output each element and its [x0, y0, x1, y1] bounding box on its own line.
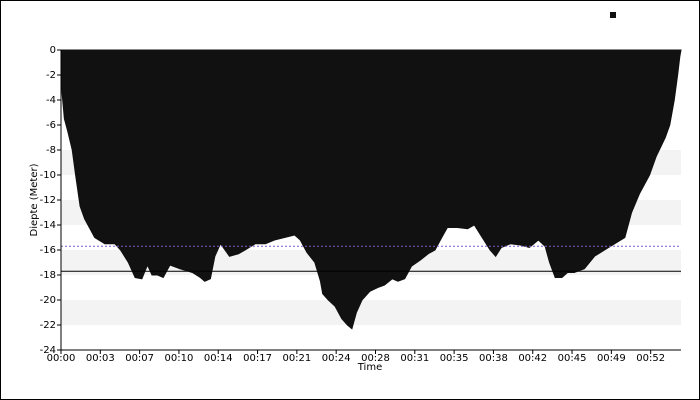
- x-tick-label: 00:00: [47, 353, 76, 364]
- x-tick-label: 00:10: [165, 353, 194, 364]
- y-tick-label: -12: [40, 195, 56, 206]
- y-tick-label: -6: [46, 120, 56, 131]
- x-tick-label: 00:24: [322, 353, 351, 364]
- legend-swatch: [610, 12, 616, 18]
- y-tick-label: -16: [40, 245, 56, 256]
- y-tick-label: -10: [40, 170, 56, 181]
- x-axis-label: Time: [357, 362, 382, 373]
- x-tick-label: 00:21: [282, 353, 311, 364]
- x-tick-label: 00:14: [204, 353, 233, 364]
- y-tick-label: -4: [46, 95, 56, 106]
- x-tick-label: 00:49: [597, 353, 626, 364]
- x-tick-label: 00:17: [243, 353, 272, 364]
- y-axis-label: Diepte (Meter): [29, 163, 40, 236]
- y-tick-label: -24: [40, 345, 56, 356]
- grid-band: [61, 300, 681, 325]
- x-tick-label: 00:42: [518, 353, 547, 364]
- x-tick-label: 00:07: [125, 353, 154, 364]
- depth-area: [60, 49, 682, 330]
- x-tick-label: 00:52: [636, 353, 665, 364]
- y-tick-label: -14: [40, 220, 56, 231]
- x-tick-label: 00:31: [400, 353, 429, 364]
- x-tick-label: 00:45: [558, 353, 587, 364]
- x-tick-label: 00:03: [86, 353, 115, 364]
- y-tick-label: -20: [40, 295, 56, 306]
- x-tick-label: 00:38: [479, 353, 508, 364]
- y-tick-label: -8: [46, 145, 56, 156]
- x-tick-label: 00:35: [440, 353, 469, 364]
- y-tick-label: -2: [46, 70, 56, 81]
- y-tick-label: -22: [40, 320, 56, 331]
- y-tick-label: -18: [40, 270, 56, 281]
- x-tick-label: 00:28: [361, 353, 390, 364]
- y-tick-label: 0: [50, 45, 56, 56]
